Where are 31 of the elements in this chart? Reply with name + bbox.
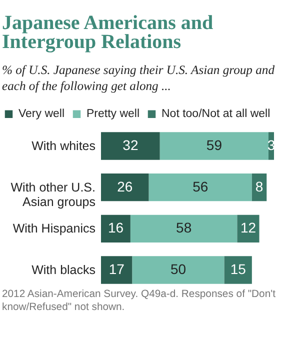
annotation: 2012 Asian-American Survey. Q49a-d. Responses of "Don't know/Refused" not shown.	[2, 288, 276, 314]
data-label: 58	[176, 220, 192, 236]
chart-title: Japanese Americans and Intergroup Relations	[2, 12, 214, 53]
bar	[101, 173, 149, 202]
data-label: 59	[206, 136, 222, 153]
data-label: 16	[108, 220, 124, 236]
bar	[101, 214, 130, 243]
data-label: 15	[230, 261, 246, 278]
data-label: 26	[117, 178, 133, 194]
y-tick-label: With blacks	[32, 263, 96, 278]
data-label: 8	[255, 178, 264, 194]
bar	[130, 214, 238, 243]
bar	[148, 173, 252, 202]
bar	[237, 214, 260, 243]
data-label: 50	[170, 261, 186, 278]
bar	[101, 132, 160, 160]
legend-label: Not too/Not at all well	[162, 108, 270, 120]
y-tick-label: With Hispanics	[12, 222, 96, 236]
data-label: 32	[122, 136, 138, 153]
data-label: 17	[108, 261, 125, 278]
legend-label: Very well	[18, 108, 65, 120]
chart-subtitle: % of U.S. Japanese saying their U.S. Asian group and each of the following get along ...	[2, 62, 276, 94]
bar	[132, 256, 224, 284]
legend-label: Pretty well	[86, 108, 140, 120]
y-tick-label: With whites	[32, 138, 96, 153]
data-label: 12	[240, 220, 256, 236]
y-tick-label: With other U.S. Asian groups	[10, 180, 96, 209]
bar	[101, 256, 132, 284]
data-label: 56	[192, 178, 208, 194]
bar	[160, 132, 268, 160]
bar	[224, 256, 252, 284]
